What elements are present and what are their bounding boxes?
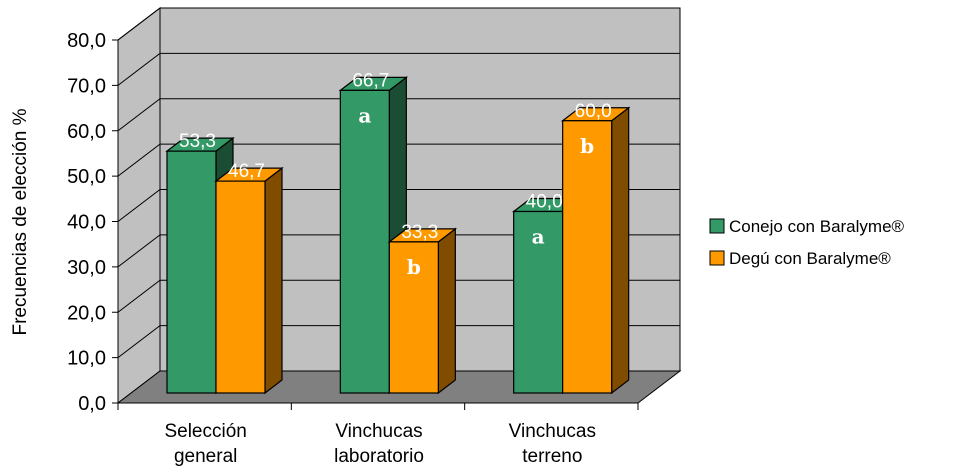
- bars: [165, 76, 631, 395]
- y-tick-label: 20,0: [67, 302, 106, 324]
- data-label: 60,0: [575, 101, 612, 122]
- bar[interactable]: [214, 166, 284, 395]
- legend-swatch: [709, 250, 725, 266]
- data-labels: 53,3 66,7 a 40,0 a 46,7 33,3 b 60,0 b: [179, 70, 612, 279]
- bar-front: [215, 180, 266, 394]
- legend-label: Conejo con Baralyme®: [729, 217, 905, 236]
- legend[interactable]: Conejo con Baralyme® Degú con Baralyme®: [709, 217, 905, 268]
- y-tick-label: 70,0: [67, 75, 106, 97]
- y-tick-label: 10,0: [67, 348, 106, 370]
- data-label: 46,7: [228, 161, 265, 182]
- data-label: 40,0: [526, 192, 563, 213]
- x-tick-label: Vinchucas laboratorio: [334, 421, 424, 467]
- bar[interactable]: [387, 227, 458, 395]
- bar-side: [264, 166, 283, 395]
- y-tick-label: 40,0: [67, 212, 106, 234]
- bar-front: [388, 241, 439, 394]
- gridline: [117, 325, 680, 359]
- data-label: 53,3: [179, 131, 216, 152]
- bar-front: [166, 150, 217, 394]
- significance-mark: a: [358, 103, 371, 127]
- bar-front: [513, 210, 564, 394]
- y-tick-label: 80,0: [67, 30, 106, 52]
- axes: 0,0 10,0 20,0 30,0 40,0 50,0 60,0 70,0 80,0 Selec…: [67, 30, 639, 467]
- gridline: [117, 279, 680, 313]
- gridlines: [117, 7, 680, 359]
- data-label: 33,3: [401, 222, 438, 243]
- bar-side: [437, 227, 456, 395]
- x-tick-label: Vinchucas terreno: [509, 421, 596, 467]
- bar[interactable]: [560, 106, 631, 395]
- bar-side: [611, 106, 630, 395]
- data-label: 66,7: [352, 70, 389, 91]
- y-tick-label: 50,0: [67, 166, 106, 188]
- significance-mark: b: [407, 255, 421, 279]
- gridline: [117, 52, 680, 86]
- y-tick-label: 60,0: [67, 121, 106, 143]
- x-tick-label: Selección general: [164, 421, 246, 467]
- legend-label: Degú con Baralyme®: [729, 249, 891, 268]
- gridline: [117, 143, 680, 177]
- bar-front: [562, 120, 613, 394]
- gridline: [117, 98, 680, 132]
- legend-swatch: [709, 218, 725, 234]
- bar-front: [339, 89, 390, 394]
- gridline: [117, 234, 680, 268]
- gridline: [117, 189, 680, 222]
- significance-mark: b: [580, 134, 594, 158]
- y-tick-label: 30,0: [67, 257, 106, 279]
- significance-mark: a: [532, 225, 545, 249]
- y-tick-label: 0,0: [78, 393, 106, 415]
- gridline: [117, 7, 680, 41]
- y-axis-label: Frecuencias de elección %: [10, 108, 31, 335]
